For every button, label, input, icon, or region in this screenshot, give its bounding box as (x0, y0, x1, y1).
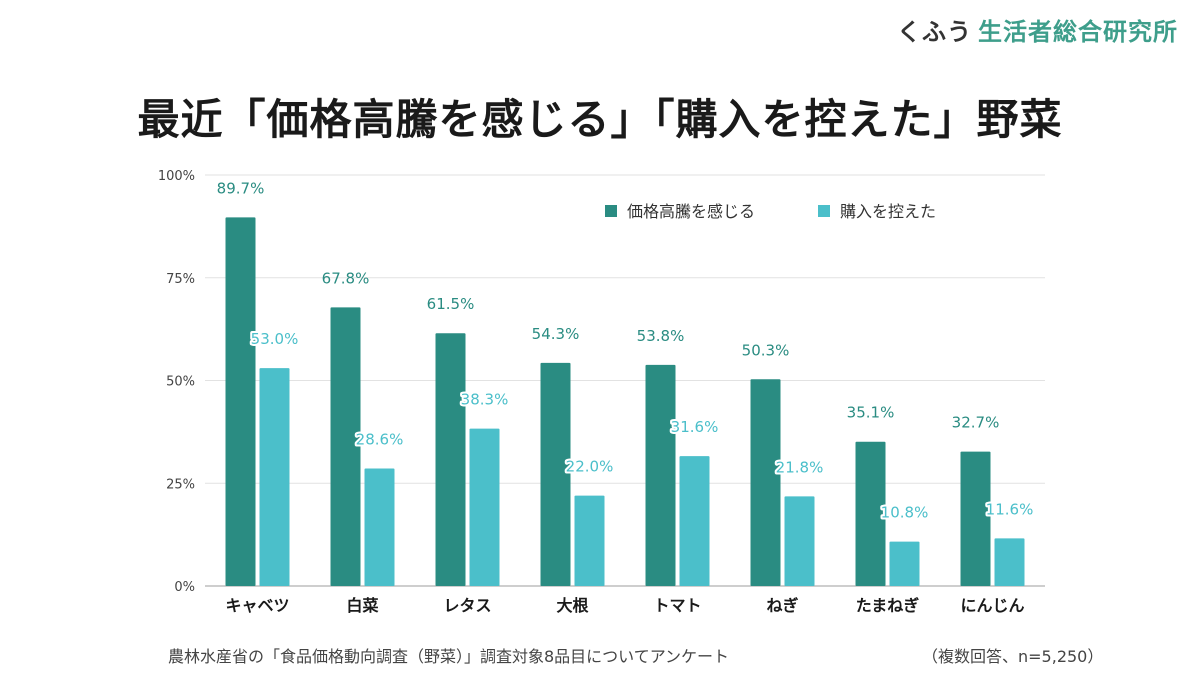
data-label: 22.0% (566, 458, 614, 476)
x-tick-label: キャベツ (225, 596, 289, 615)
footnote-note: （複数回答、n=5,250） (922, 647, 1104, 666)
y-tick-label: 75% (166, 272, 195, 287)
bar (784, 496, 815, 586)
data-label: 67.8% (322, 269, 370, 287)
data-label-halo: 28.6% (356, 430, 404, 448)
bar (469, 428, 500, 586)
data-label: 28.6% (356, 430, 404, 448)
bar (574, 495, 605, 586)
legend-label: 価格高騰を感じる (627, 202, 755, 221)
y-tick-label: 100% (158, 169, 195, 184)
data-label-halo: 38.3% (461, 391, 509, 409)
bar (750, 379, 781, 586)
data-label: 38.3% (461, 391, 509, 409)
x-tick-label: にんじん (960, 596, 1024, 615)
brand-name: くふう (897, 18, 972, 46)
data-label: 32.7% (952, 414, 1000, 432)
y-tick-label: 25% (166, 477, 195, 492)
x-tick-label: トマト (653, 596, 701, 615)
data-label: 21.8% (776, 458, 824, 476)
bar (960, 451, 991, 586)
bar (679, 456, 710, 586)
x-tick-label: ねぎ (766, 596, 798, 615)
data-label: 54.3% (532, 325, 580, 343)
data-label: 11.6% (986, 500, 1034, 518)
x-tick-label: 大根 (556, 596, 588, 615)
bar (889, 541, 920, 586)
bar (994, 538, 1025, 586)
bar (855, 441, 886, 586)
data-label-halo: 21.8% (776, 458, 824, 476)
bar (364, 468, 395, 586)
data-label-halo: 53.0% (251, 330, 299, 348)
data-label: 53.8% (637, 327, 685, 345)
bar (645, 364, 676, 586)
data-label: 35.1% (847, 404, 895, 422)
data-label: 50.3% (742, 341, 790, 359)
data-label-halo: 31.6% (671, 418, 719, 436)
data-label: 89.7% (217, 179, 265, 197)
bar (540, 362, 571, 586)
data-label: 31.6% (671, 418, 719, 436)
chart-title: 最近「価格高騰を感じる」「購入を控えた」野菜 (137, 95, 1063, 144)
legend-label: 購入を控えた (840, 202, 936, 221)
y-tick-label: 0% (174, 580, 195, 595)
y-tick-label: 50% (166, 375, 195, 390)
x-tick-label: レタス (443, 596, 491, 615)
data-label: 10.8% (881, 504, 929, 522)
data-label-halo: 10.8% (881, 504, 929, 522)
footnote-source: 農林水産省の「食品価格動向調査（野菜）」調査対象8品目についてアンケート (168, 647, 730, 666)
legend-swatch (605, 205, 617, 217)
bar (225, 217, 256, 586)
legend-swatch (818, 205, 830, 217)
data-label-halo: 11.6% (986, 500, 1034, 518)
bar (330, 307, 361, 586)
bar (259, 368, 290, 586)
x-tick-label: たまねぎ (856, 596, 920, 615)
brand-logo: くふう 生活者総合研究所 (897, 12, 1178, 47)
data-label-halo: 22.0% (566, 458, 614, 476)
brand-subtitle: 生活者総合研究所 (978, 18, 1178, 46)
data-label: 61.5% (427, 295, 475, 313)
data-label: 53.0% (251, 330, 299, 348)
bar (435, 333, 466, 586)
x-tick-label: 白菜 (346, 596, 378, 615)
